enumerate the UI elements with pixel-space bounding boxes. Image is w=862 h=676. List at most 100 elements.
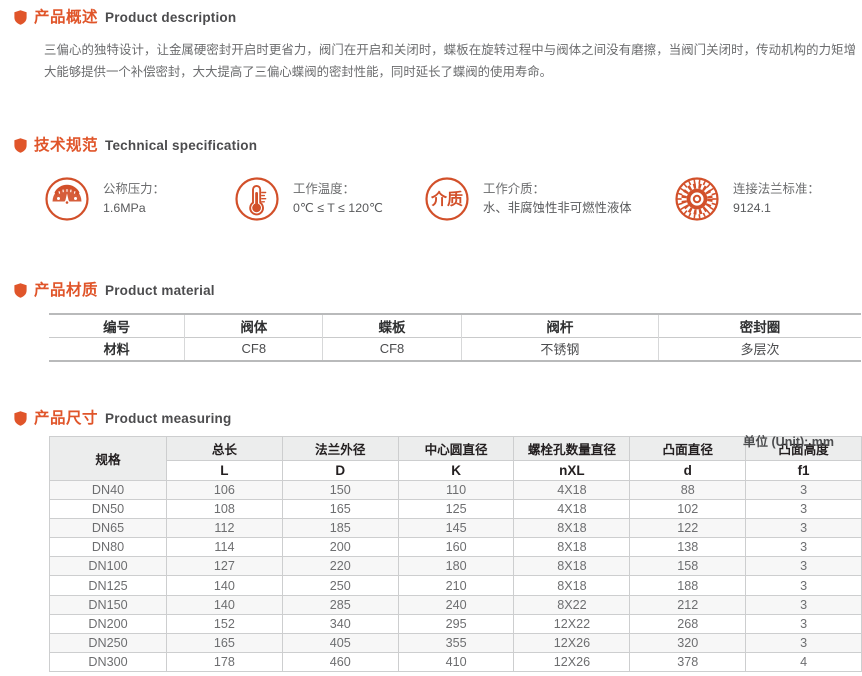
dimension-cell: 240	[397, 594, 515, 615]
medium-icon: 介质	[425, 176, 469, 221]
dimension-cell: DN250	[49, 632, 167, 654]
dimension-cell: 106	[166, 479, 283, 500]
section-title-cn: 产品概述	[34, 9, 99, 26]
shield-icon	[14, 138, 27, 153]
dimension-cell: 158	[629, 556, 747, 577]
table-row: DN50 108 165 125 4X18 102 3	[49, 498, 862, 519]
section-title-cn: 产品尺寸	[34, 410, 99, 427]
dimension-symbol-cell: K	[397, 459, 515, 481]
section-measuring: 产品尺寸 Product measuring 单位 (Unit): mm 规格 …	[14, 411, 862, 673]
dimension-cell: 12X26	[513, 632, 631, 654]
dimension-cell: DN65	[49, 517, 167, 539]
material-header-cell: 阀体	[184, 313, 323, 337]
svg-text:介质: 介质	[430, 189, 463, 208]
dimension-cell: 102	[629, 498, 747, 519]
dimension-cell: 200	[281, 537, 399, 558]
dimension-table-body: DN40 106 150 110 4X18 88 3 DN50 108 165 125 4X18 102…	[49, 479, 862, 673]
shield-icon	[14, 10, 27, 25]
dimension-table-head: 规格 总长 法兰外径 中心圆直径 螺栓孔数量直径 凸面直径 凸面高度 L D K…	[49, 435, 862, 481]
dimension-cell: 165	[281, 498, 399, 519]
dimension-table-wrap: 规格 总长 法兰外径 中心圆直径 螺栓孔数量直径 凸面直径 凸面高度 L D K…	[49, 435, 862, 673]
dimension-cell: 220	[281, 556, 399, 577]
spec-label: 连接法兰标准：	[733, 181, 820, 196]
spec-label: 工作介质：	[483, 181, 545, 196]
dimension-header-cell: 中心圆直径	[397, 435, 515, 461]
material-cell: CF8	[184, 337, 323, 361]
dimension-header-cell: 法兰外径	[281, 435, 399, 461]
dimension-cell: 285	[281, 594, 399, 615]
technical-heading: 技术规范 Technical specification	[14, 138, 862, 154]
table-row: DN125 140 250 210 8X18 188 3	[49, 575, 862, 596]
measuring-heading: 产品尺寸 Product measuring	[14, 411, 848, 427]
spec-item-flange-standard: 连接法兰标准： 9124.1	[674, 176, 862, 222]
dimension-cell: 112	[166, 517, 283, 539]
gear-icon	[675, 176, 719, 221]
dimension-symbol-cell: D	[281, 459, 399, 481]
dimension-cell: 8X18	[513, 537, 631, 558]
dimension-cell: 8X22	[513, 594, 631, 615]
spec-list: 公称压力： 1.6MPa	[44, 176, 862, 222]
spec-value: 9124.1	[733, 200, 771, 215]
table-row: DN80 114 200 160 8X18 138 3	[49, 537, 862, 558]
material-heading: 产品材质 Product material	[14, 283, 848, 299]
spec-value: 1.6MPa	[103, 200, 146, 215]
dimension-cell: 127	[166, 556, 283, 577]
dimension-cell: 378	[629, 652, 747, 673]
dimension-cell: 3	[745, 575, 862, 596]
dimension-cell: 12X26	[513, 652, 631, 673]
dimension-symbol-cell: d	[629, 459, 747, 481]
dimension-header-cell: 螺栓孔数量直径	[513, 435, 631, 461]
dimension-cell: 355	[397, 632, 515, 654]
section-description: 产品概述 Product description 三偏心的独特设计，让金属硬密封…	[14, 10, 856, 83]
dimension-cell: 460	[281, 652, 399, 673]
dimension-header-row-cn: 规格 总长 法兰外径 中心圆直径 螺栓孔数量直径 凸面直径 凸面高度	[49, 435, 862, 481]
dimension-cell: 405	[281, 632, 399, 654]
dimension-cell: DN100	[49, 556, 167, 577]
material-table-wrap: 编号 阀体 蝶板 阀杆 密封圈 材料 CF8 CF8 不锈钢 多层次	[49, 313, 861, 362]
material-header-cell: 编号	[103, 319, 131, 335]
table-row: DN150 140 285 240 8X22 212 3	[49, 594, 862, 615]
material-header-cell: 蝶板	[322, 313, 462, 337]
dimension-cell: 295	[397, 613, 515, 635]
description-body: 三偏心的独特设计，让金属硬密封开启时更省力，阀门在开启和关闭时，蝶板在旋转过程中…	[44, 42, 856, 79]
material-table: 编号 阀体 蝶板 阀杆 密封圈 材料 CF8 CF8 不锈钢 多层次	[49, 313, 861, 362]
shield-icon	[14, 411, 27, 426]
spec-label: 工作温度：	[293, 181, 355, 196]
table-row: DN200 152 340 295 12X22 268 3	[49, 613, 862, 635]
section-technical: 技术规范 Technical specification	[14, 138, 862, 222]
material-cell: CF8	[322, 337, 462, 361]
table-row: DN250 165 405 355 12X26 320 3	[49, 632, 862, 654]
dimension-symbol-cell: L	[166, 459, 283, 481]
dimension-cell: 4X18	[513, 479, 631, 500]
dimension-cell: 4X18	[513, 498, 631, 519]
dimension-cell: DN80	[49, 537, 167, 558]
description-heading: 产品概述 Product description	[14, 10, 856, 26]
section-title-en: Product measuring	[105, 411, 232, 426]
spec-value: 0℃ ≤ T ≤ 120℃	[293, 200, 383, 215]
dimension-cell: 3	[745, 498, 862, 519]
dimension-cell: 250	[281, 575, 399, 596]
dimension-cell: DN200	[49, 613, 167, 635]
dimension-cell: 3	[745, 632, 862, 654]
section-material: 产品材质 Product material 编号 阀体 蝶板 阀杆 密封圈 材料…	[14, 283, 861, 362]
dimension-cell: 320	[629, 632, 747, 654]
unit-note: 单位 (Unit): mm	[743, 435, 834, 449]
dimension-header-row-symbol: L D K nXL d f1	[50, 459, 862, 481]
spec-label: 公称压力：	[103, 181, 165, 196]
dimension-cell: 160	[397, 537, 515, 558]
spec-item-medium: 介质 工作介质： 水、非腐蚀性非可燃性液体	[424, 176, 674, 222]
dimension-cell: DN125	[49, 575, 167, 596]
dimension-cell: 185	[281, 517, 399, 539]
spec-item-temperature: 工作温度： 0℃ ≤ T ≤ 120℃	[234, 176, 424, 222]
section-title-en: Technical specification	[105, 138, 258, 153]
section-title-en: Product description	[105, 10, 237, 25]
dimension-symbol-cell: nXL	[513, 459, 631, 481]
section-title-cn: 产品材质	[34, 282, 99, 299]
dimension-header-spec: 规格	[49, 435, 167, 481]
thermometer-icon	[235, 176, 279, 221]
dimension-cell: 180	[397, 556, 515, 577]
dimension-cell: 3	[745, 537, 862, 558]
material-cell: 材料	[103, 342, 130, 357]
dimension-cell: 138	[629, 537, 747, 558]
